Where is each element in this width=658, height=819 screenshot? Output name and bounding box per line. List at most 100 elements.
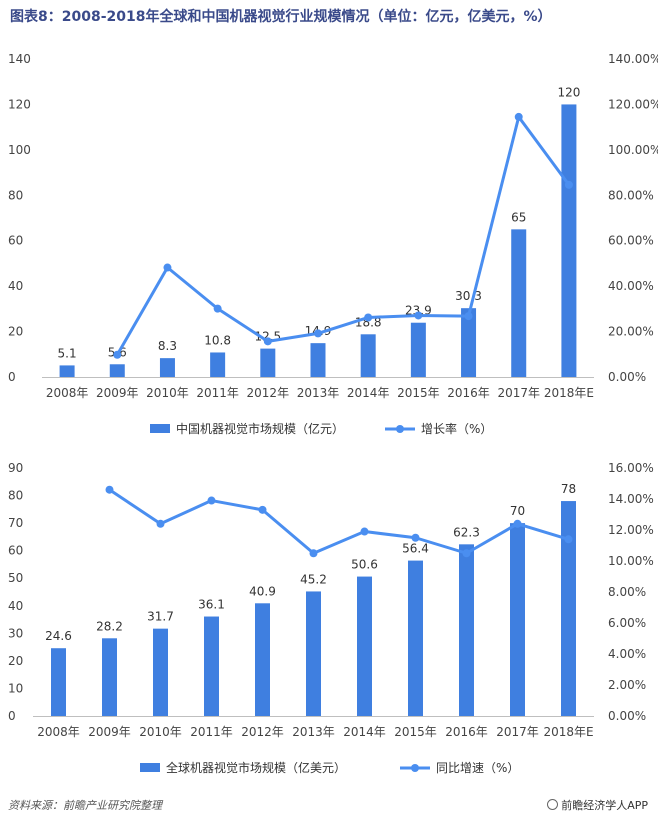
bar-2011年	[210, 352, 226, 377]
bar-2018年E	[561, 501, 576, 716]
legend-bar-swatch	[140, 763, 160, 772]
y-right-tick-label: 12.00%	[608, 523, 654, 537]
x-tick-label: 2008年	[37, 725, 80, 739]
bar-2009年	[102, 638, 117, 716]
y-right-tick-label: 4.00%	[608, 647, 646, 661]
y-right-tick-label: 40.00%	[608, 279, 654, 293]
china-market-chart: 0 20 40 60 80 100 120 140 0.00% 20.00% 40.00% 60.00…	[8, 52, 658, 436]
y-left-tick-label: 70	[8, 516, 23, 530]
y-right-tick-label: 120.00%	[608, 97, 658, 111]
y-right-tick-label: 60.00%	[608, 234, 654, 248]
x-tick-label: 2008年	[46, 386, 89, 400]
bar-2017年	[510, 523, 525, 716]
bar-2008年	[51, 648, 66, 716]
growth-point-2010年	[156, 519, 165, 528]
x-tick-label: 2009年	[96, 386, 139, 400]
y-left-tick-label: 10	[8, 681, 23, 695]
bar-2016年	[461, 308, 477, 377]
x-tick-label: 2014年	[347, 386, 390, 400]
bar-2017年	[511, 229, 527, 377]
bar-2010年	[153, 628, 168, 716]
x-tick-label: 2017年	[497, 386, 540, 400]
x-tick-label: 2012年	[247, 386, 290, 400]
legend-bar-swatch	[150, 424, 170, 433]
legend-bar-label: 中国机器视觉市场规模（亿元）	[176, 421, 344, 436]
growth-point-2013年	[314, 329, 322, 338]
y-right-tick-label: 0.00%	[608, 370, 646, 384]
bar-value-label: 28.2	[96, 619, 123, 633]
x-tick-label: 2010年	[146, 386, 189, 400]
x-tick-label: 2009年	[88, 725, 131, 739]
growth-point-2017年	[514, 112, 523, 121]
growth-point-2015年	[411, 533, 420, 542]
bar-2015年	[408, 560, 423, 716]
bar-2012年	[255, 603, 270, 716]
growth-point-2012年	[263, 337, 272, 346]
x-tick-label: 2016年	[447, 386, 490, 400]
y-left-tick-label: 40	[8, 599, 23, 613]
y-right-tick-label: 80.00%	[608, 188, 654, 202]
bar-2008年	[59, 365, 75, 377]
bar-value-label: 36.1	[198, 598, 225, 612]
bar-value-label: 8.3	[158, 339, 177, 353]
bar-value-label: 70	[510, 504, 525, 518]
bar-value-label: 10.8	[204, 333, 231, 347]
page-title: 图表8：2008-2018年全球和中国机器视觉行业规模情况（单位：亿元，亿美元，…	[10, 9, 552, 25]
bar-2018年E	[561, 104, 577, 377]
y-right-tick-label: 6.00%	[608, 616, 646, 630]
y-left-tick-label: 100	[8, 143, 31, 157]
y-right-tick-label: 2.00%	[608, 678, 646, 692]
bar-value-label: 62.3	[453, 525, 480, 539]
x-tick-label: 2016年	[445, 725, 488, 739]
bar-2010年	[159, 358, 175, 377]
y-left-tick-label: 90	[8, 461, 23, 475]
bar-2014年	[357, 576, 372, 716]
growth-point-2009年	[113, 350, 122, 359]
y-left-tick-label: 60	[8, 544, 23, 558]
y-left-tick-label: 60	[8, 234, 23, 248]
y-left-tick-label: 140	[8, 52, 31, 66]
y-right-tick-label: 16.00%	[608, 461, 654, 475]
bar-value-label: 40.9	[249, 584, 276, 598]
bar-2009年	[109, 364, 125, 377]
growth-point-2013年	[309, 549, 318, 558]
x-tick-label: 2018年E	[543, 725, 593, 739]
x-tick-label: 2010年	[139, 725, 182, 739]
bar-2012年	[260, 348, 276, 377]
growth-point-2017年	[513, 519, 522, 528]
x-tick-label: 2011年	[196, 386, 239, 400]
bar-2013年	[310, 343, 326, 377]
growth-point-2014年	[364, 313, 373, 322]
bar-value-label: 50.6	[351, 558, 378, 572]
growth-point-2009年	[105, 485, 114, 494]
brand-text: 前瞻经济学人APP	[561, 799, 648, 812]
growth-point-2011年	[213, 304, 222, 313]
x-tick-label: 2017年	[496, 725, 539, 739]
y-left-tick-label: 50	[8, 571, 23, 585]
source-note: 资料来源：前瞻产业研究院整理	[8, 799, 162, 812]
x-tick-label: 2014年	[343, 725, 386, 739]
growth-line	[115, 115, 571, 356]
bar-value-label: 56.4	[402, 542, 429, 556]
growth-point-2018年E	[564, 180, 573, 189]
qianzhan-logo-icon	[547, 799, 559, 810]
legend-line-label: 增长率（%）	[421, 421, 492, 436]
y-right-tick-label: 20.00%	[608, 325, 654, 339]
y-right-tick-label: 100.00%	[608, 143, 658, 157]
y-right-tick-label: 14.00%	[608, 492, 654, 506]
bar-2016年	[459, 544, 474, 716]
growth-point-2015年	[414, 311, 423, 320]
y-right-tick-label: 8.00%	[608, 585, 646, 599]
bar-value-label: 31.7	[147, 610, 174, 624]
growth-point-2010年	[163, 263, 172, 272]
x-tick-label: 2015年	[397, 386, 440, 400]
y-left-tick-label: 20	[8, 325, 23, 339]
y-left-tick-label: 30	[8, 626, 23, 640]
bar-value-label: 65	[511, 210, 526, 224]
growth-point-2018年E	[564, 535, 573, 544]
legend-line-marker	[411, 764, 419, 772]
bar-2015年	[410, 322, 426, 377]
bar-value-label: 45.2	[300, 572, 327, 586]
global-market-chart: 0 10 20 30 40 50 60 70 80 90 0.00% 2.00% 4.00% 6.00% 8…	[8, 461, 654, 775]
y-right-tick-label: 0.00%	[608, 709, 646, 723]
